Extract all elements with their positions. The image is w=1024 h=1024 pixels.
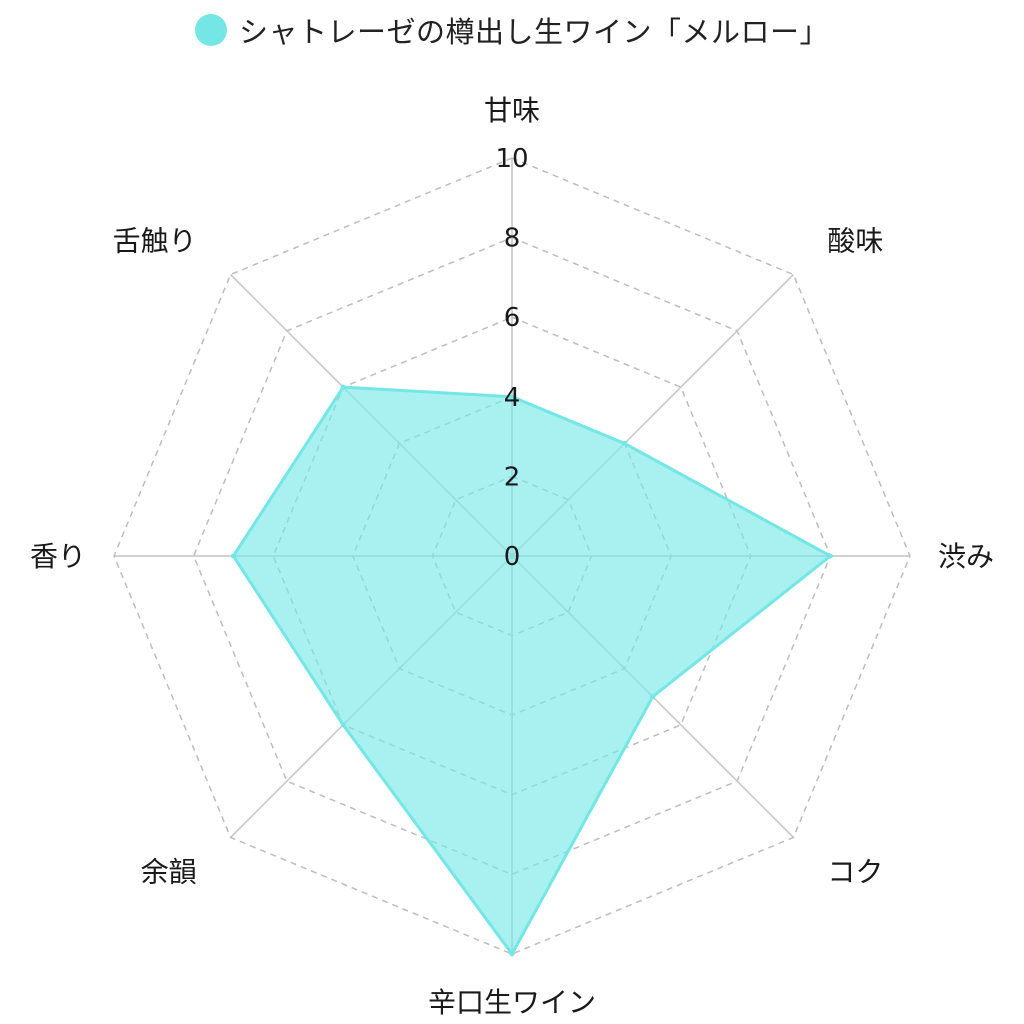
axis-label: 甘味	[484, 94, 540, 127]
data-point-4	[509, 951, 515, 957]
data-point-7	[340, 384, 346, 390]
axis-label: 舌触り	[113, 225, 197, 258]
data-point-3	[650, 694, 656, 700]
data-point-5	[340, 722, 346, 728]
series-layer	[230, 384, 833, 957]
tick-label: 6	[504, 303, 521, 333]
data-point-1	[622, 440, 628, 446]
axis-label: 酸味	[827, 225, 883, 258]
data-point-2	[827, 553, 833, 559]
tick-label: 0	[504, 542, 521, 572]
legend-swatch	[194, 14, 227, 46]
tick-label: 10	[495, 144, 528, 174]
axis-label: 渋み	[938, 540, 994, 573]
data-point-0	[509, 394, 515, 400]
tick-labels: 0 2 4 6 8 10	[495, 144, 528, 572]
legend-label: シャトレーゼの樽出し生ワイン「メルロー」	[238, 15, 829, 49]
axis-label: コク	[827, 855, 883, 888]
tick-label: 8	[504, 224, 521, 254]
series-area	[231, 385, 832, 956]
axis-label: 余韻	[141, 855, 197, 888]
tick-label: 2	[504, 462, 521, 492]
axis-label: 辛口生ワイン	[428, 986, 596, 1019]
tick-label: 4	[504, 383, 521, 413]
data-point-6	[230, 553, 236, 559]
legend[interactable]: シャトレーゼの樽出し生ワイン「メルロー」	[0, 8, 1024, 52]
axis-label: 香り	[30, 540, 86, 573]
grid-ring-8	[192, 236, 832, 876]
